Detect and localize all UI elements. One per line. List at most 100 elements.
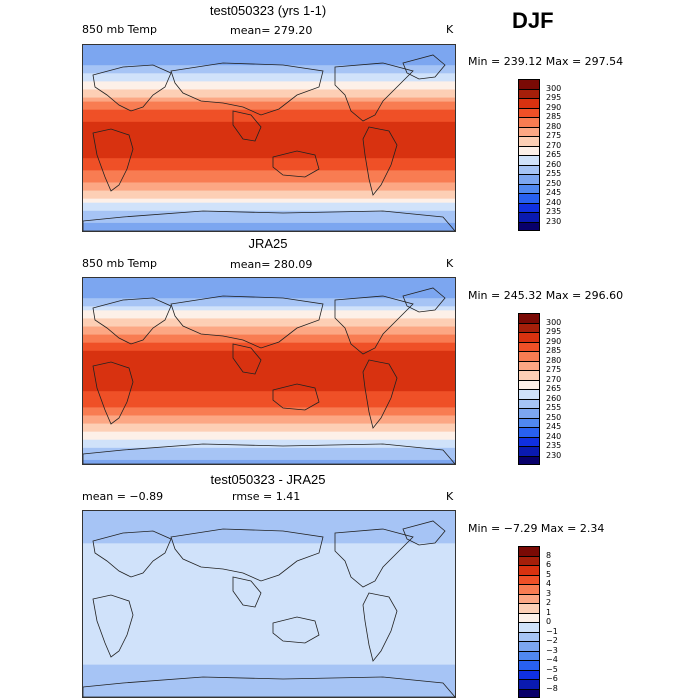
coastline <box>232 343 262 375</box>
coastline <box>334 528 414 588</box>
coastline <box>362 359 398 429</box>
map-band <box>83 383 455 388</box>
map-band <box>83 190 455 196</box>
colorbar-swatch <box>518 155 540 165</box>
colorbar-swatch <box>518 631 540 641</box>
map-band <box>83 688 455 694</box>
map-band <box>83 511 455 516</box>
map-band <box>83 158 455 163</box>
map-band <box>83 45 455 50</box>
colorbar-swatch <box>518 593 540 603</box>
map-band <box>83 346 455 352</box>
colorbar-tick-label: −4 <box>546 655 558 664</box>
map-band <box>83 142 455 147</box>
panel2-map-svg <box>83 278 455 464</box>
colorbar-tick-label: 8 <box>546 550 552 560</box>
map-band <box>83 294 455 299</box>
coastline <box>402 54 446 80</box>
colorbar-tick-label: 280 <box>546 121 562 131</box>
colorbar-tick-label: 2 <box>546 598 552 607</box>
map-band <box>83 125 455 131</box>
season-label: DJF <box>512 8 554 33</box>
colorbar-tick-label: 1 <box>546 607 552 617</box>
map-band <box>83 555 455 561</box>
map-band <box>83 399 455 404</box>
map-band <box>83 640 455 646</box>
map-band <box>83 527 455 532</box>
colorbar-swatch <box>518 193 540 203</box>
colorbar-tick-label: 295 <box>546 327 562 336</box>
colorbar-tick-label: 280 <box>546 355 562 365</box>
colorbar-tick-label: 300 <box>546 317 562 327</box>
map-band <box>83 222 455 228</box>
colorbar-tick-label: 240 <box>546 197 562 207</box>
map-band <box>83 302 455 307</box>
colorbar-tick-label: 245 <box>546 188 562 197</box>
map-band <box>83 604 455 609</box>
map-band <box>83 684 455 690</box>
coastline <box>92 297 172 345</box>
colorbar-swatch <box>518 660 540 670</box>
colorbar-swatch <box>518 398 540 408</box>
map-band <box>83 411 455 417</box>
map-band <box>83 591 455 597</box>
map-band <box>83 608 455 613</box>
map-band <box>83 69 455 74</box>
map-band <box>83 692 455 697</box>
map-band <box>83 395 455 400</box>
colorbar-tick-label: 265 <box>546 384 562 393</box>
coastline <box>334 62 414 122</box>
coastline <box>232 110 262 142</box>
map-band <box>83 362 455 368</box>
panel1-mean-label: mean= 279.20 <box>230 24 313 37</box>
map-band <box>83 105 455 111</box>
map-band <box>83 551 455 557</box>
colorbar-swatch <box>518 126 540 136</box>
colorbar-tick-label: 6 <box>546 560 552 569</box>
colorbar-swatch <box>518 370 540 380</box>
map-band <box>83 314 455 320</box>
map-band <box>83 117 455 123</box>
colorbar-tick-label: −1 <box>546 626 558 636</box>
map-band <box>83 672 455 678</box>
coastline <box>170 528 324 582</box>
map-band <box>83 166 455 171</box>
map-band <box>83 206 455 212</box>
colorbar-swatch <box>518 436 540 446</box>
colorbar-tick-label: 295 <box>546 93 562 102</box>
map-band <box>83 326 455 332</box>
map-band <box>83 310 455 315</box>
map-band <box>83 624 455 629</box>
map-band <box>83 113 455 119</box>
coastline <box>92 594 134 658</box>
map-band <box>83 73 455 78</box>
map-band <box>83 150 455 155</box>
panel1-units: K <box>446 23 454 36</box>
map-band <box>83 77 455 82</box>
map-band <box>83 407 455 413</box>
map-band <box>83 358 455 364</box>
map-band <box>83 587 455 593</box>
colorbar-swatch <box>518 565 540 575</box>
colorbar-swatch <box>518 79 540 89</box>
colorbar-swatch <box>518 136 540 146</box>
map-band <box>83 539 455 544</box>
map-band <box>83 290 455 295</box>
colorbar-tick-label: 270 <box>546 374 562 384</box>
map-band <box>83 515 455 520</box>
colorbar-swatch <box>518 212 540 222</box>
map-band <box>83 306 455 311</box>
map-band <box>83 154 455 159</box>
panel1-map-svg <box>83 45 455 231</box>
colorbar-swatch <box>518 107 540 117</box>
colorbar-swatch <box>518 98 540 108</box>
colorbar-swatch <box>518 603 540 613</box>
coastline <box>170 62 324 116</box>
map-band <box>83 583 455 589</box>
map-band <box>83 210 455 216</box>
map-band <box>83 676 455 682</box>
map-band <box>83 620 455 625</box>
map-band <box>83 547 455 553</box>
panel2-title: JRA25 <box>248 236 288 251</box>
colorbar-swatch <box>518 88 540 98</box>
